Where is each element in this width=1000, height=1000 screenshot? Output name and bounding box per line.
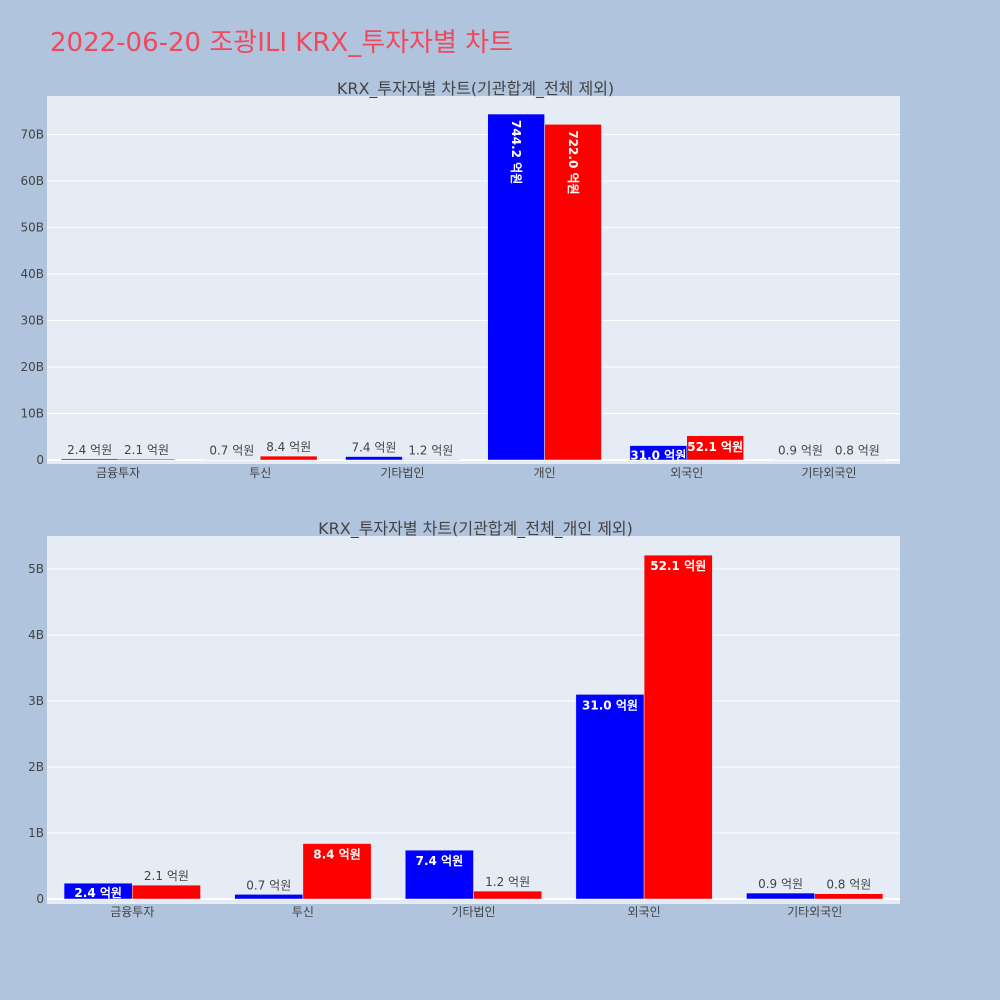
data-label: 8.4 억원	[266, 440, 311, 454]
bar[interactable]	[814, 893, 884, 900]
y-tick-label: 40B	[20, 267, 44, 281]
bar[interactable]	[132, 884, 201, 900]
plot-area-2	[47, 536, 900, 904]
category-label: 기타외국인	[801, 466, 856, 480]
data-label: 8.4 억원	[313, 848, 361, 862]
bar[interactable]	[405, 849, 474, 900]
category-label: 금융투자	[96, 466, 140, 480]
category-label: 투신	[292, 905, 314, 919]
bar[interactable]	[60, 458, 119, 461]
y-tick-label: 0	[36, 892, 44, 906]
data-label: 7.4 억원	[351, 441, 396, 455]
data-label: 0.8 억원	[835, 444, 880, 458]
y-tick-label: 5B	[28, 562, 44, 576]
y-tick-label: 20B	[20, 360, 44, 374]
bar[interactable]	[473, 890, 542, 900]
bar[interactable]	[302, 843, 372, 900]
data-label: 722.0 억원	[566, 130, 580, 194]
plot-area-1	[47, 96, 900, 464]
category-label: 기타법인	[451, 905, 495, 919]
data-label: 744.2 억원	[509, 120, 523, 184]
y-tick-label: 30B	[20, 314, 44, 328]
bar[interactable]	[686, 435, 744, 461]
y-tick-label: 0	[36, 453, 44, 467]
category-label: 기타법인	[380, 466, 424, 480]
data-label: 2.4 억원	[67, 443, 112, 457]
data-label: 2.1 억원	[144, 869, 189, 883]
bar[interactable]	[260, 455, 318, 461]
data-label: 0.9 억원	[778, 444, 823, 458]
bar[interactable]	[117, 458, 176, 461]
category-label: 개인	[534, 466, 556, 480]
y-tick-label: 2B	[28, 760, 44, 774]
y-tick-label: 1B	[28, 826, 44, 840]
bar[interactable]	[402, 459, 460, 461]
bar[interactable]	[575, 694, 645, 900]
bar[interactable]	[203, 459, 261, 461]
bar[interactable]	[234, 894, 304, 900]
data-label: 2.4 억원	[74, 886, 122, 900]
category-label: 금융투자	[110, 905, 154, 919]
data-label: 52.1 억원	[650, 559, 706, 573]
category-label: 외국인	[628, 905, 661, 919]
data-label: 1.2 억원	[485, 875, 530, 889]
data-label: 0.7 억원	[209, 444, 254, 458]
y-tick-label: 60B	[20, 174, 44, 188]
category-label: 기타외국인	[787, 905, 842, 919]
y-tick-label: 50B	[20, 221, 44, 235]
bar[interactable]	[771, 459, 830, 461]
bar[interactable]	[828, 459, 887, 461]
category-label: 외국인	[670, 466, 703, 480]
data-label: 52.1 억원	[687, 440, 743, 454]
bar[interactable]	[544, 124, 602, 461]
category-label: 투신	[249, 466, 271, 480]
data-label: 0.9 억원	[758, 877, 803, 891]
page-title: 2022-06-20 조광ILI KRX_투자자별 차트	[50, 28, 514, 58]
data-label: 0.7 억원	[246, 878, 291, 892]
data-label: 31.0 억원	[630, 449, 686, 463]
y-tick-label: 3B	[28, 694, 44, 708]
data-label: 2.1 억원	[124, 443, 169, 457]
bar[interactable]	[345, 456, 403, 461]
y-tick-label: 4B	[28, 628, 44, 642]
bar[interactable]	[643, 554, 713, 900]
y-tick-label: 70B	[20, 128, 44, 142]
y-tick-label: 10B	[20, 407, 44, 421]
data-label: 1.2 억원	[408, 443, 453, 457]
bar[interactable]	[746, 892, 815, 900]
chart-title-2: KRX_투자자별 차트(기관합계_전체_개인 제외)	[318, 519, 633, 539]
chart-title-1: KRX_투자자별 차트(기관합계_전체 제외)	[337, 79, 614, 99]
data-label: 31.0 억원	[582, 698, 638, 712]
data-label: 0.8 억원	[826, 878, 871, 892]
data-label: 7.4 억원	[416, 854, 464, 868]
bar[interactable]	[487, 113, 545, 461]
